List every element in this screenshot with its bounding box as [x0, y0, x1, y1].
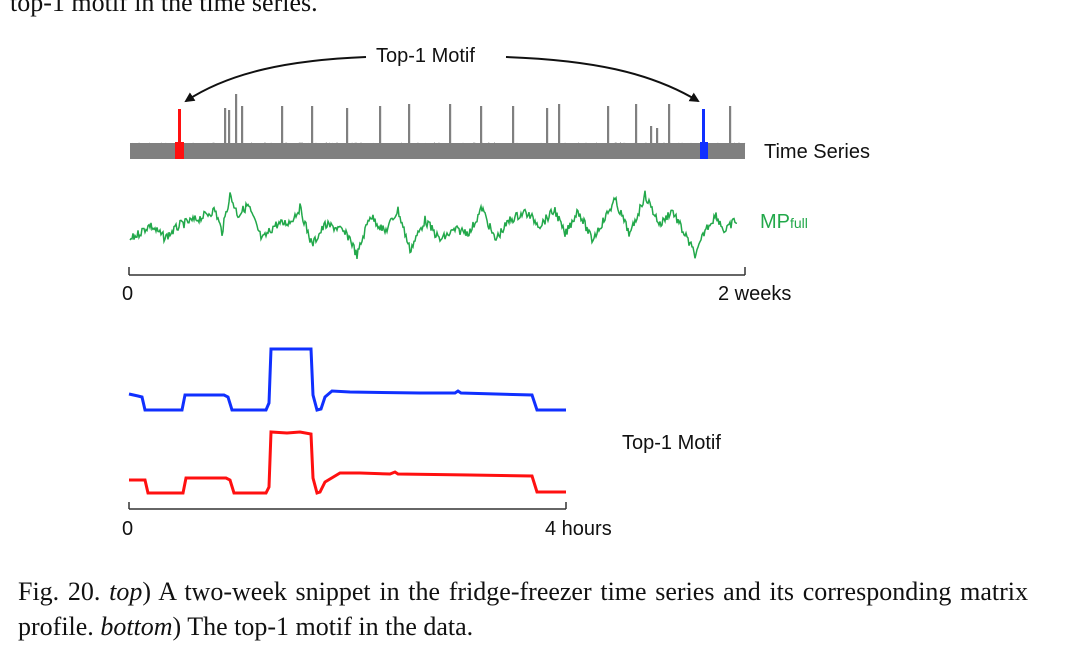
time-series-label: Time Series [764, 141, 870, 163]
time-series [129, 94, 746, 159]
clipped-previous-text: top-1 motif in the time series. [10, 0, 318, 17]
bottom-motif-label: Top-1 Motif [622, 432, 721, 454]
bottom-axis-start-label: 0 [122, 518, 134, 540]
time-series-spike [228, 110, 231, 143]
time-series-spike [668, 104, 671, 143]
time-series-spike [449, 104, 452, 143]
bottom-axis-end-label: 4 hours [545, 518, 612, 540]
time-series-spike [408, 104, 411, 143]
time-series-spike [480, 106, 483, 143]
time-series-spike [224, 108, 227, 143]
matrix-profile-line [129, 190, 738, 259]
motif-arrow-right [505, 56, 700, 103]
time-series-spike [650, 126, 653, 143]
time-series-spike [346, 108, 349, 143]
time-series-spike [656, 128, 659, 143]
caption-part2: ) The top-1 motif in the data. [172, 612, 474, 641]
time-series-spike [558, 104, 561, 143]
time-series-spike [379, 106, 382, 143]
time-series-spike [311, 106, 314, 143]
caption-part1: ) A two-week snippet in the fridge-freez… [18, 577, 1029, 641]
mp-label-subscript: full [790, 215, 808, 231]
time-series-spikes [224, 94, 732, 143]
figure [128, 56, 746, 510]
top-axis-end-label: 2 weeks [718, 283, 792, 305]
caption-top-word: top [109, 577, 143, 606]
time-series-noise [129, 142, 746, 149]
mp-label-main: MP [760, 211, 790, 233]
time-series-spike [241, 106, 244, 143]
top-motif-annotation: Top-1 Motif [376, 45, 475, 67]
time-series-spike [235, 94, 238, 143]
caption-bottom-word: bottom [100, 612, 173, 641]
time-series-spike [635, 104, 638, 143]
motif-arrow-left [184, 56, 367, 103]
motif-red-line [129, 430, 566, 495]
time-series-spike [281, 106, 284, 143]
time-series-spike [729, 106, 732, 143]
figure-caption: Fig. 20. top) A two-week snippet in the … [18, 574, 1028, 644]
motif-highlight-blue [700, 109, 708, 159]
mp-label: MPfull [760, 211, 808, 234]
bottom-axis [128, 502, 567, 510]
time-series-spike [607, 106, 610, 143]
time-series-spike [512, 106, 515, 143]
motif-blue-line [128, 347, 566, 412]
top-axis-start-label: 0 [122, 283, 134, 305]
time-series-spike [546, 108, 549, 143]
top-axis [128, 267, 746, 276]
motif-highlight-red [175, 109, 184, 159]
caption-prefix: Fig. 20. [18, 577, 110, 606]
